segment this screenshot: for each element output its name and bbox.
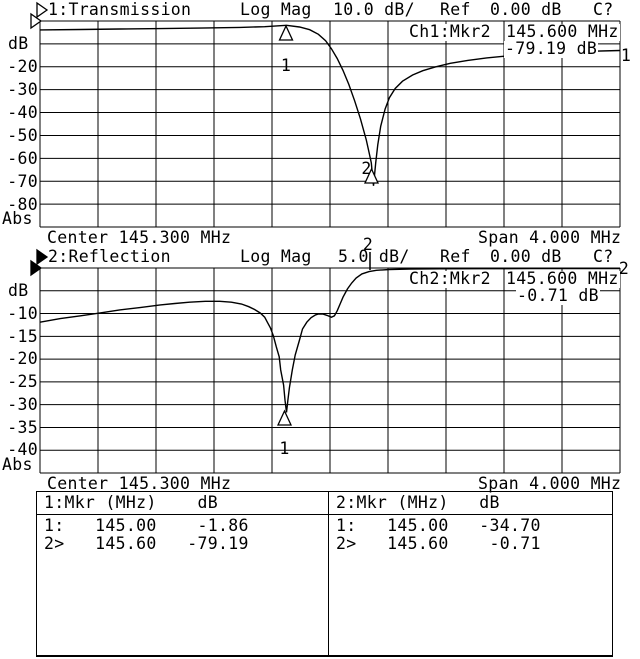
- ch1-span-freq: Span 4.000 MHz: [478, 228, 622, 247]
- marker-table-row: 1: 145.00 -34.70: [336, 516, 541, 535]
- ch1-marker-1-label: 1: [281, 56, 291, 75]
- ch2-marker-1-symbol: [276, 409, 293, 426]
- ch1-y-tick: -40: [7, 103, 38, 122]
- ch2-trace-label: 2:Reflection: [48, 247, 171, 266]
- ch2-y-tick: -10: [7, 304, 38, 323]
- ch1-center-freq: Center 145.300 MHz: [47, 228, 232, 247]
- ch2-span-freq: Span 4.000 MHz: [478, 474, 622, 493]
- ch2-trace-exit-label: 2: [619, 259, 629, 278]
- ch2-y-tick: -20: [7, 349, 38, 368]
- ch2-active-arrow-icon: [36, 248, 49, 266]
- ch1-cal-status: C?: [593, 0, 614, 19]
- ch2-y-tick: -30: [7, 395, 38, 414]
- ch1-marker-readout-label: Ch1:Mkr2: [408, 22, 492, 41]
- ch1-y-tick: -30: [7, 80, 38, 99]
- ch1-ref-level-arrow-icon: [30, 12, 43, 30]
- ch2-marker-1-label: 1: [279, 439, 289, 458]
- ch2-marker-readout-label: Ch2:Mkr2: [408, 269, 492, 288]
- ch1-format: Log Mag: [240, 0, 312, 19]
- ch2-y-axis-unit: dB: [8, 281, 29, 300]
- ch2-graticule: [39, 267, 621, 474]
- ch1-trace-label: 1:Transmission: [48, 0, 192, 19]
- ch2-y-tick: -35: [7, 418, 38, 437]
- ch1-y-tick: -20: [7, 57, 38, 76]
- ch2-cal-status: C?: [593, 247, 614, 266]
- marker-table-divider: [328, 491, 329, 655]
- ch2-y-tick: -25: [7, 372, 38, 391]
- ch1-scale: 10.0 dB/: [333, 0, 415, 19]
- ch1-active-arrow-icon: [36, 1, 49, 19]
- marker-table: [36, 491, 613, 657]
- ch2-y-tick: -15: [7, 327, 38, 346]
- ch1-y-tick: -80: [7, 195, 38, 214]
- marker-table-row: 2> 145.60 -79.19: [44, 534, 249, 553]
- ch2-marker-readout-freq: 145.600 MHz: [505, 269, 620, 288]
- ch1-abs-label: Abs: [2, 209, 33, 228]
- ch1-y-axis-unit: dB: [8, 34, 29, 53]
- ch2-ref-value: 0.00 dB: [490, 247, 562, 266]
- ch1-graticule: [39, 20, 621, 228]
- ch1-y-tick: -70: [7, 172, 38, 191]
- ch1-y-tick: -50: [7, 126, 38, 145]
- ch2-abs-label: Abs: [2, 455, 33, 474]
- ch2-y-tick: -40: [7, 440, 38, 459]
- ch2-format: Log Mag: [240, 247, 312, 266]
- ch1-marker-2-symbol: [363, 167, 380, 184]
- marker-table-row: 2> 145.60 -0.71: [336, 534, 541, 553]
- ch1-ref-value: 0.00 dB: [490, 0, 562, 19]
- ch2-ref-label: Ref: [440, 247, 471, 266]
- ch1-marker-1-symbol: [278, 24, 294, 41]
- marker-table-right-header: 2:Mkr (MHz) dB: [336, 493, 500, 512]
- marker-table-left-header: 1:Mkr (MHz) dB: [44, 493, 218, 512]
- ch2-trace: [39, 267, 620, 413]
- ch1-trace: [39, 24, 621, 186]
- ch2-center-freq: Center 145.300 MHz: [47, 474, 232, 493]
- ch2-ref-level-arrow-icon: [30, 259, 43, 277]
- ch1-trace-exit-label: 1: [621, 46, 631, 65]
- ch2-marker-2-label: 2: [363, 235, 373, 254]
- ch1-marker-2-label: 2: [361, 159, 371, 178]
- ch1-marker-readout-value: -79.19 dB: [504, 39, 599, 58]
- marker-table-headline: [36, 514, 612, 515]
- ch2-marker-readout-value: -0.71 dB: [516, 286, 600, 305]
- ch1-ref-label: Ref: [440, 0, 471, 19]
- ch1-y-tick: -60: [7, 149, 38, 168]
- ch1-marker-readout-freq: 145.600 MHz: [505, 22, 620, 41]
- marker-table-row: 1: 145.00 -1.86: [44, 516, 249, 535]
- ch2-scale: 5.0 dB/: [338, 247, 410, 266]
